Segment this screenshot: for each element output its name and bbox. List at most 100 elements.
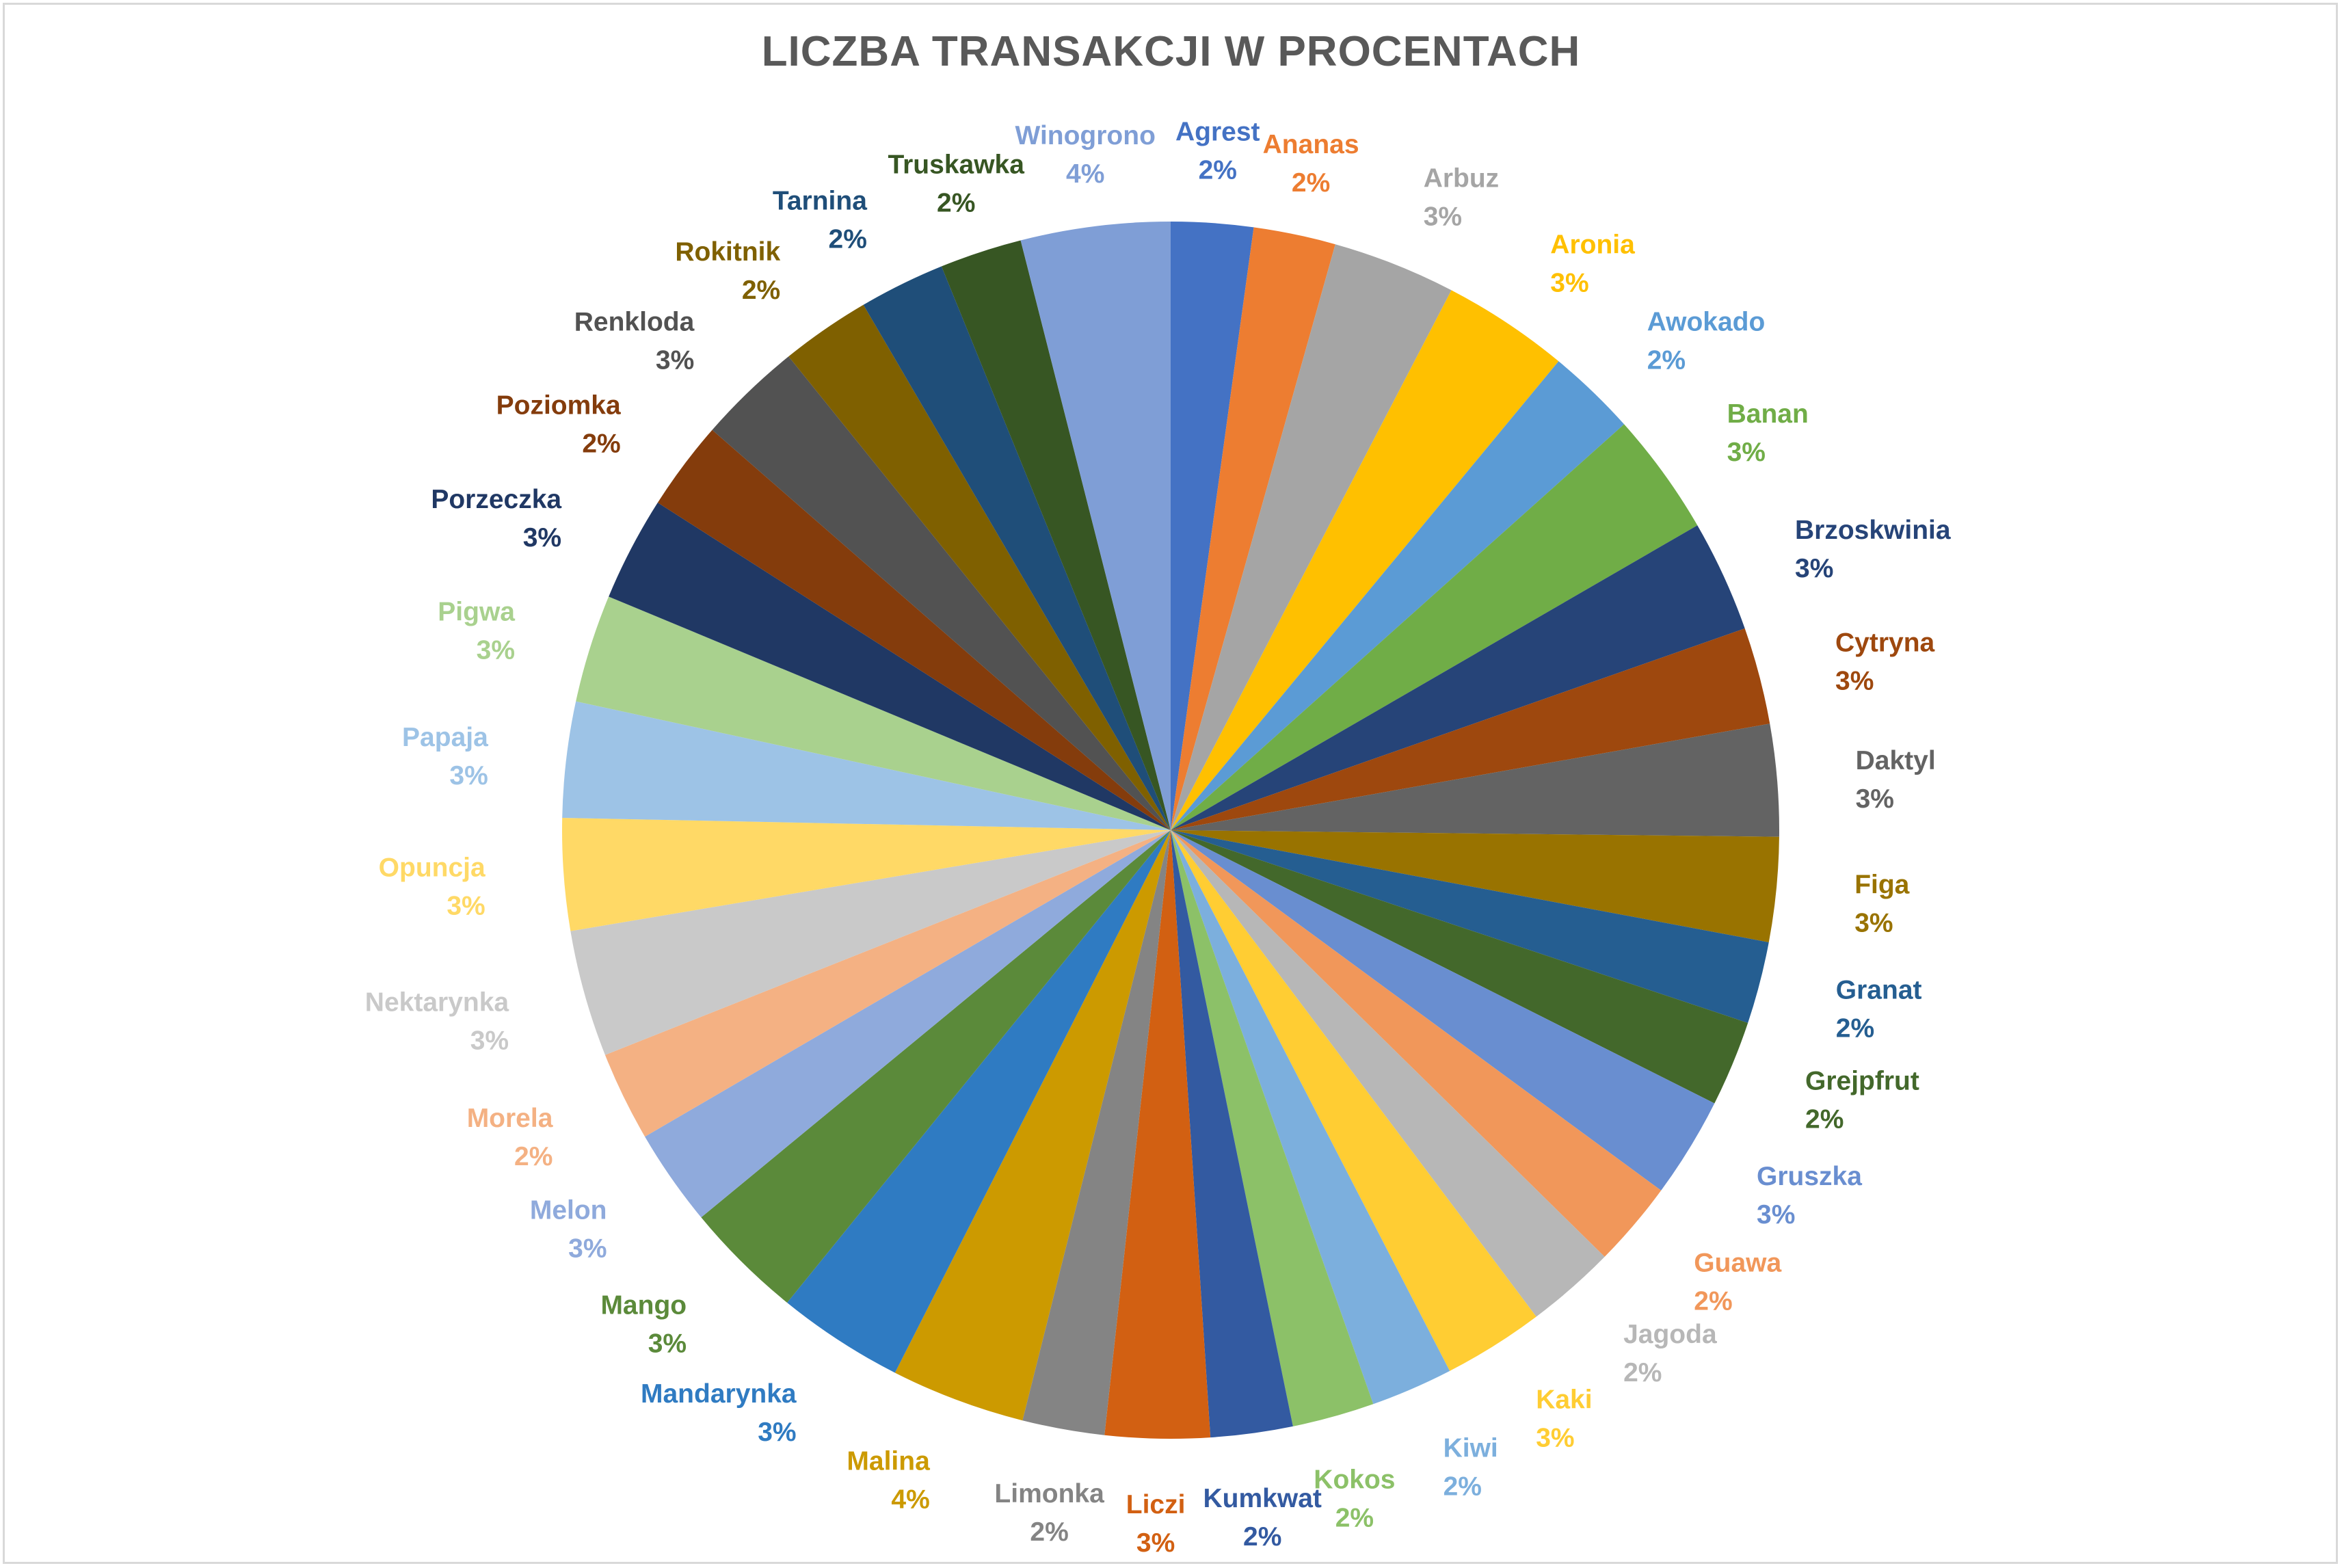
slice-name-label: Limonka — [994, 1479, 1104, 1509]
slice-percent-label: 3% — [470, 1026, 509, 1055]
pie-label-kumkwat: Kumkwat 2% — [1203, 1484, 1322, 1552]
slice-percent-label: 4% — [1066, 159, 1104, 189]
pie-label-nektarynka: Nektarynka 3% — [365, 987, 509, 1055]
pie-slice-nektarynka — [570, 830, 1171, 1055]
slice-name-label: Kumkwat — [1203, 1484, 1322, 1513]
pie-label-kaki: Kaki 3% — [1536, 1385, 1592, 1452]
slice-name-label: Renkloda — [574, 308, 695, 337]
pie-label-kokos: Kokos 2% — [1314, 1465, 1395, 1532]
pie-label-daktyl: Daktyl 3% — [1856, 746, 1936, 814]
pie-label-melon: Melon 3% — [530, 1196, 607, 1264]
slice-name-label: Arbuz — [1424, 164, 1500, 194]
slice-name-label: Granat — [1836, 975, 1922, 1005]
slice-name-label: Agrest — [1175, 117, 1260, 146]
pie-slice-rokitnik — [788, 304, 1171, 830]
pie-slice-kiwi — [1171, 830, 1450, 1405]
slice-name-label: Winogrono — [1015, 121, 1155, 150]
slice-name-label: Ananas — [1263, 130, 1359, 159]
pie-slice-arbuz — [1171, 244, 1452, 830]
slice-percent-label: 2% — [582, 429, 620, 458]
pie-label-cytryna: Cytryna 3% — [1835, 628, 1935, 696]
pie-label-truskawka: Truskawka 2% — [888, 150, 1024, 217]
pie-slice-agrest — [1171, 222, 1254, 830]
pie-label-poziomka: Poziomka 2% — [496, 390, 621, 458]
pie-label-limonka: Limonka 2% — [994, 1479, 1104, 1547]
pie-slice-malina — [894, 830, 1171, 1421]
pie-label-agrest: Agrest 2% — [1175, 117, 1260, 185]
pie-label-granat: Granat 2% — [1836, 975, 1922, 1043]
slice-name-label: Gruszka — [1757, 1162, 1862, 1191]
pie-slice-morela — [604, 830, 1171, 1137]
slice-percent-label: 3% — [1795, 554, 1833, 583]
slice-percent-label: 3% — [1536, 1423, 1574, 1452]
pie-slice-kaki — [1171, 830, 1536, 1371]
slice-name-label: Aronia — [1550, 230, 1635, 259]
pie-slice-mandarynka — [787, 830, 1171, 1373]
slice-name-label: Mandarynka — [641, 1379, 797, 1409]
slice-name-label: Opuncja — [379, 853, 485, 883]
slice-name-label: Rokitnik — [675, 237, 780, 267]
pie-label-grejpfrut: Grejpfrut 2% — [1805, 1067, 1919, 1134]
slice-percent-label: 2% — [1292, 168, 1330, 198]
pie-slice-porzeczka — [609, 503, 1171, 830]
pie-slice-daktyl — [1171, 723, 1780, 837]
pie-label-gruszka: Gruszka 3% — [1757, 1162, 1862, 1230]
slice-percent-label: 4% — [891, 1485, 929, 1514]
slice-name-label: Truskawka — [888, 150, 1024, 179]
pie-label-kiwi: Kiwi 2% — [1443, 1434, 1498, 1502]
slice-percent-label: 3% — [656, 346, 694, 375]
slice-percent-label: 3% — [1856, 784, 1894, 814]
pie-label-porzeczka: Porzeczka 3% — [431, 485, 561, 553]
pie-slice-mango — [701, 830, 1171, 1303]
pie-label-papaja: Papaja 3% — [402, 723, 488, 790]
slice-percent-label: 2% — [1623, 1358, 1662, 1387]
slice-name-label: Tarnina — [773, 186, 867, 215]
slice-name-label: Porzeczka — [431, 485, 561, 514]
slice-percent-label: 2% — [1030, 1517, 1068, 1547]
slice-percent-label: 3% — [758, 1418, 796, 1447]
slice-name-label: Figa — [1854, 870, 1909, 899]
pie-slice-banan — [1171, 424, 1698, 830]
slice-name-label: Liczi — [1126, 1490, 1186, 1519]
pie-slice-pigwa — [576, 596, 1171, 830]
slice-percent-label: 3% — [523, 523, 561, 553]
slice-percent-label: 3% — [447, 892, 485, 921]
pie-slices — [561, 222, 1780, 1439]
slice-percent-label: 2% — [742, 276, 780, 305]
slice-percent-label: 2% — [1805, 1105, 1844, 1134]
slice-name-label: Cytryna — [1835, 628, 1935, 658]
pie-slice-brzoskwinia — [1171, 525, 1745, 830]
pie-slice-figa — [1171, 830, 1779, 942]
pie-slice-poziomka — [657, 429, 1171, 830]
slice-percent-label: 2% — [829, 224, 867, 254]
pie-slice-grejpfrut — [1171, 830, 1748, 1104]
pie-label-winogrono: Winogrono 4% — [1015, 121, 1155, 189]
slice-percent-label: 3% — [1424, 202, 1462, 232]
slice-name-label: Morela — [467, 1104, 553, 1133]
slice-percent-label: 2% — [1694, 1286, 1732, 1316]
slice-percent-label: 3% — [449, 761, 488, 790]
pie-slice-papaja — [562, 701, 1171, 830]
pie-label-renkloda: Renkloda 3% — [574, 308, 695, 375]
pie-slice-truskawka — [941, 240, 1171, 831]
pie-slice-ananas — [1171, 227, 1335, 831]
slice-name-label: Banan — [1727, 399, 1809, 429]
pie-slice-melon — [645, 830, 1171, 1218]
pie-slice-kokos — [1171, 830, 1374, 1426]
pie-label-opuncja: Opuncja 3% — [379, 853, 485, 921]
pie-label-ananas: Ananas 2% — [1263, 130, 1359, 198]
pie-label-mango: Mango 3% — [600, 1290, 687, 1358]
pie-slice-liczi — [1104, 830, 1211, 1439]
pie-slice-awokado — [1171, 361, 1625, 830]
pie-slice-cytryna — [1171, 628, 1770, 830]
pie-label-arbuz: Arbuz 3% — [1424, 164, 1500, 232]
pie-slice-kumkwat — [1171, 830, 1293, 1438]
pie-slice-winogrono — [1020, 222, 1171, 830]
pie-label-liczi: Liczi 3% — [1126, 1490, 1186, 1558]
slice-name-label: Malina — [847, 1446, 930, 1476]
slice-percent-label: 2% — [1836, 1013, 1874, 1043]
slice-name-label: Kiwi — [1443, 1434, 1498, 1463]
slice-percent-label: 3% — [1727, 438, 1766, 467]
slice-percent-label: 3% — [1835, 667, 1874, 696]
